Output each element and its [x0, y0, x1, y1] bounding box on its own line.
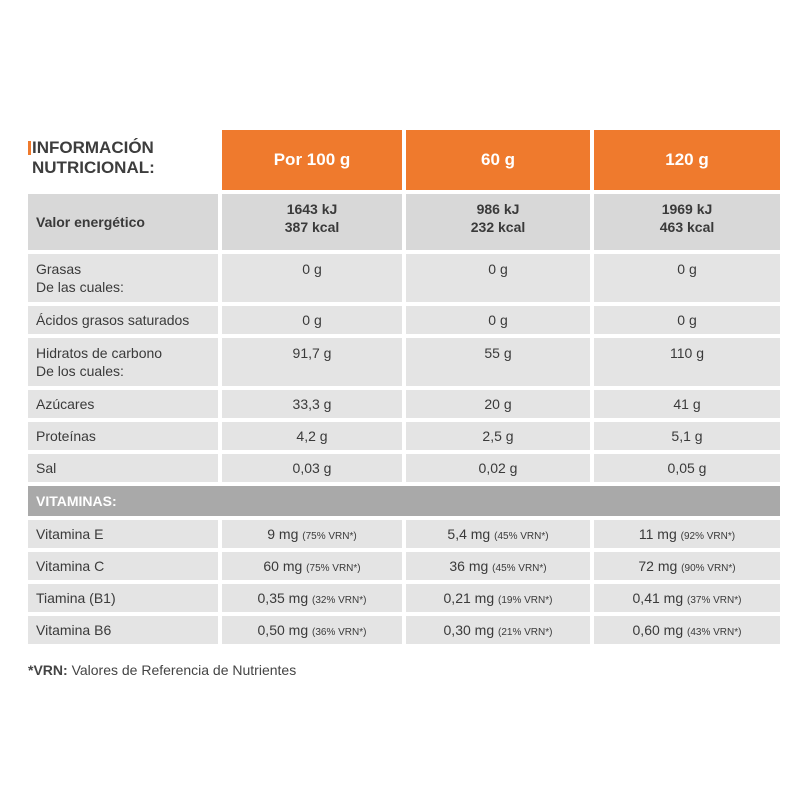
- value-cell: 0,50 mg (36% VRN*): [222, 616, 402, 644]
- vrn: (90% VRN*): [681, 563, 736, 574]
- label-line: De las cuales:: [36, 279, 124, 295]
- amount: 36 mg: [449, 558, 489, 574]
- amount: 5,4 mg: [447, 526, 491, 542]
- amount: 0,30 mg: [443, 622, 495, 638]
- value-cell: 5,1 g: [594, 422, 780, 450]
- vrn: (92% VRN*): [680, 531, 736, 542]
- amount: 0,60 mg: [632, 622, 684, 638]
- energy-value: 1969 kJ: [661, 201, 713, 217]
- amount: 0,21 mg: [443, 590, 495, 606]
- label-line: De los cuales:: [36, 363, 124, 379]
- column-header: Por 100 g: [222, 130, 402, 190]
- row-label: Azúcares: [28, 390, 218, 418]
- amount: 11 mg: [638, 526, 677, 542]
- footnote-text: Valores de Referencia de Nutrientes: [71, 662, 297, 678]
- vrn: (43% VRN*): [687, 627, 742, 638]
- row-label: Proteínas: [28, 422, 218, 450]
- energy-value: 232 kcal: [470, 219, 526, 235]
- amount: 72 mg: [638, 558, 678, 574]
- nutrition-table: INFORMACIÓN NUTRICIONAL: Por 100 g 60 g 120 …: [28, 130, 780, 644]
- value-cell: 41 g: [594, 390, 780, 418]
- energy-cell: 1969 kJ 463 kcal: [594, 194, 780, 250]
- footnote-term: *VRN:: [28, 662, 68, 678]
- table-title: INFORMACIÓN NUTRICIONAL:: [28, 130, 218, 190]
- title-line: NUTRICIONAL:: [32, 158, 155, 177]
- value-cell: 4,2 g: [222, 422, 402, 450]
- title-line: INFORMACIÓN: [32, 138, 154, 157]
- value-cell: 0 g: [594, 254, 780, 302]
- value-cell: 0 g: [406, 254, 590, 302]
- value-cell: 0 g: [222, 254, 402, 302]
- value-cell: 36 mg (45% VRN*): [406, 552, 590, 580]
- row-label: Valor energético: [28, 194, 218, 250]
- vrn: (45% VRN*): [494, 531, 549, 542]
- value-cell: 72 mg (90% VRN*): [594, 552, 780, 580]
- amount: 9 mg: [267, 526, 299, 542]
- footnote: *VRN: Valores de Referencia de Nutriente…: [28, 662, 296, 678]
- column-header: 120 g: [594, 130, 780, 190]
- row-label: Vitamina C: [28, 552, 218, 580]
- value-cell: 0 g: [222, 306, 402, 334]
- value-cell: 0 g: [406, 306, 590, 334]
- value-cell: 0,02 g: [406, 454, 590, 482]
- label-line: Grasas: [36, 261, 82, 277]
- energy-cell: 1643 kJ 387 kcal: [222, 194, 402, 250]
- vrn: (37% VRN*): [687, 595, 742, 606]
- amount: 0,50 mg: [257, 622, 309, 638]
- value-cell: 0 g: [594, 306, 780, 334]
- energy-value: 986 kJ: [476, 201, 520, 217]
- value-cell: 55 g: [406, 338, 590, 386]
- row-label: Tiamina (B1): [28, 584, 218, 612]
- energy-value: 463 kcal: [659, 219, 715, 235]
- label-line: Hidratos de carbono: [36, 345, 163, 361]
- amount: 60 mg: [263, 558, 303, 574]
- value-cell: 0,21 mg (19% VRN*): [406, 584, 590, 612]
- label-line: Proteínas: [36, 428, 96, 444]
- label-line: Ácidos grasos saturados: [36, 312, 190, 328]
- value-cell: 0,03 g: [222, 454, 402, 482]
- value-cell: 110 g: [594, 338, 780, 386]
- value-cell: 0,05 g: [594, 454, 780, 482]
- value-cell: 2,5 g: [406, 422, 590, 450]
- vrn: (75% VRN*): [306, 563, 361, 574]
- row-label: Hidratos de carbono De los cuales:: [28, 338, 218, 386]
- value-cell: 0,30 mg (21% VRN*): [406, 616, 590, 644]
- vrn: (19% VRN*): [498, 595, 553, 606]
- vrn: (36% VRN*): [312, 627, 367, 638]
- value-cell: 11 mg (92% VRN*): [594, 520, 780, 548]
- vrn: (21% VRN*): [498, 627, 553, 638]
- value-cell: 33,3 g: [222, 390, 402, 418]
- row-label: Ácidos grasos saturados: [28, 306, 218, 334]
- column-header: 60 g: [406, 130, 590, 190]
- value-cell: 0,41 mg (37% VRN*): [594, 584, 780, 612]
- label-line: Sal: [36, 460, 57, 476]
- row-label: Grasas De las cuales:: [28, 254, 218, 302]
- row-label: Sal: [28, 454, 218, 482]
- energy-cell: 986 kJ 232 kcal: [406, 194, 590, 250]
- vrn: (45% VRN*): [492, 563, 547, 574]
- section-header: VITAMINAS:: [28, 486, 780, 516]
- energy-value: 387 kcal: [284, 219, 340, 235]
- amount: 0,41 mg: [632, 590, 684, 606]
- value-cell: 0,60 mg (43% VRN*): [594, 616, 780, 644]
- vrn: (32% VRN*): [312, 595, 367, 606]
- value-cell: 60 mg (75% VRN*): [222, 552, 402, 580]
- label-line: Azúcares: [36, 396, 95, 412]
- value-cell: 0,35 mg (32% VRN*): [222, 584, 402, 612]
- row-label: Vitamina E: [28, 520, 218, 548]
- value-cell: 91,7 g: [222, 338, 402, 386]
- value-cell: 20 g: [406, 390, 590, 418]
- value-cell: 5,4 mg (45% VRN*): [406, 520, 590, 548]
- amount: 0,35 mg: [257, 590, 309, 606]
- value-cell: 9 mg (75% VRN*): [222, 520, 402, 548]
- row-label: Vitamina B6: [28, 616, 218, 644]
- energy-value: 1643 kJ: [286, 201, 338, 217]
- vrn: (75% VRN*): [302, 531, 357, 542]
